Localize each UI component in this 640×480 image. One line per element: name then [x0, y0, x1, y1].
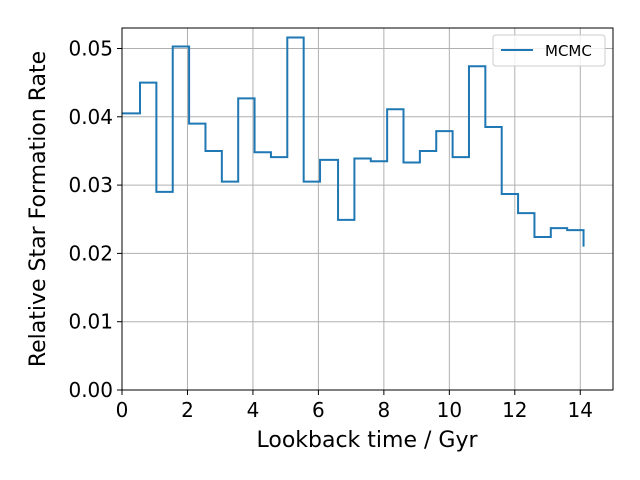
legend-label-mcmc: MCMC [545, 42, 592, 60]
x-tick-label: 0 [116, 398, 129, 422]
y-tick-label: 0.01 [68, 310, 113, 334]
x-tick-label: 4 [247, 398, 260, 422]
x-tick-label: 8 [377, 398, 390, 422]
series-layer [122, 36, 585, 247]
x-tick-label: 6 [312, 398, 325, 422]
y-tick-label: 0.03 [68, 173, 113, 197]
x-tick-label: 2 [181, 398, 194, 422]
x-tick-label: 10 [437, 398, 462, 422]
x-tick-label: 14 [568, 398, 593, 422]
x-axis-label: Lookback time / Gyr [256, 428, 478, 453]
ticks: 0 2 4 6 8 10 12 14 0.00 0.01 0.02 0.03 0.04 0.05 [68, 36, 593, 422]
x-tick-label: 12 [502, 398, 527, 422]
legend: MCMC [492, 34, 606, 67]
y-tick-label: 0.04 [68, 105, 113, 129]
y-axis-label: Relative Star Formation Rate [26, 51, 51, 367]
legend-box [492, 34, 606, 67]
series-line-mcmc [122, 36, 585, 247]
y-tick-label: 0.05 [68, 36, 113, 60]
y-tick-label: 0.00 [68, 378, 113, 402]
y-tick-label: 0.02 [68, 241, 113, 265]
plot-frame [121, 27, 614, 391]
